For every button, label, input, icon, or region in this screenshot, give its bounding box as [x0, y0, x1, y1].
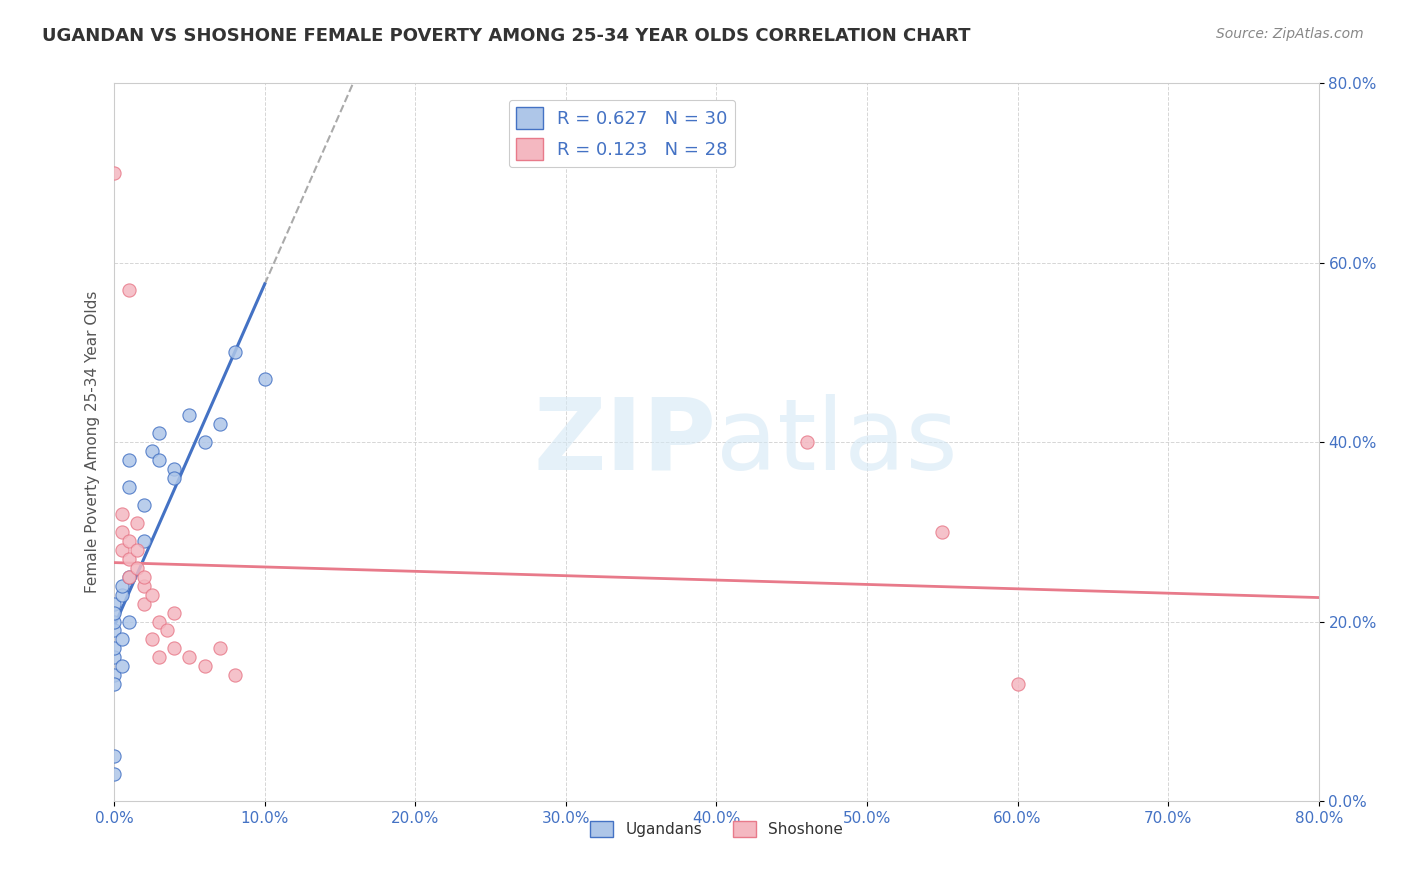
Point	[163, 462, 186, 476]
Point	[134, 597, 156, 611]
Legend: Ugandans, Shoshone: Ugandans, Shoshone	[583, 815, 849, 844]
Point	[141, 444, 163, 458]
Point	[931, 524, 953, 539]
Point	[118, 615, 141, 629]
Point	[179, 650, 201, 665]
Point	[111, 542, 134, 557]
Point	[111, 632, 134, 647]
Point	[156, 624, 179, 638]
Point	[193, 659, 215, 673]
Text: atlas: atlas	[717, 393, 957, 491]
Point	[134, 570, 156, 584]
Point	[103, 166, 125, 180]
Point	[111, 507, 134, 521]
Point	[208, 417, 231, 432]
Point	[111, 659, 134, 673]
Point	[134, 579, 156, 593]
Y-axis label: Female Poverty Among 25-34 Year Olds: Female Poverty Among 25-34 Year Olds	[86, 291, 100, 593]
Point	[125, 542, 148, 557]
Point	[118, 480, 141, 494]
Point	[103, 615, 125, 629]
Point	[118, 283, 141, 297]
Point	[193, 435, 215, 450]
Point	[111, 588, 134, 602]
Point	[148, 426, 170, 441]
Point	[103, 650, 125, 665]
Point	[163, 606, 186, 620]
Point	[118, 570, 141, 584]
Point	[163, 471, 186, 485]
Point	[253, 372, 276, 386]
Point	[111, 579, 134, 593]
Point	[103, 677, 125, 691]
Point	[208, 641, 231, 656]
Point	[148, 650, 170, 665]
Point	[141, 588, 163, 602]
Point	[103, 668, 125, 682]
Point	[103, 624, 125, 638]
Point	[125, 516, 148, 530]
Point	[224, 668, 246, 682]
Point	[118, 453, 141, 467]
Point	[118, 570, 141, 584]
Point	[118, 551, 141, 566]
Point	[179, 409, 201, 423]
Point	[796, 435, 818, 450]
Text: ZIP: ZIP	[534, 393, 717, 491]
Point	[134, 498, 156, 512]
Point	[103, 767, 125, 781]
Point	[111, 524, 134, 539]
Point	[103, 597, 125, 611]
Point	[103, 606, 125, 620]
Point	[118, 533, 141, 548]
Text: Source: ZipAtlas.com: Source: ZipAtlas.com	[1216, 27, 1364, 41]
Point	[125, 560, 148, 574]
Point	[1007, 677, 1029, 691]
Point	[141, 632, 163, 647]
Point	[148, 453, 170, 467]
Point	[148, 615, 170, 629]
Point	[163, 641, 186, 656]
Text: UGANDAN VS SHOSHONE FEMALE POVERTY AMONG 25-34 YEAR OLDS CORRELATION CHART: UGANDAN VS SHOSHONE FEMALE POVERTY AMONG…	[42, 27, 970, 45]
Point	[224, 345, 246, 359]
Point	[103, 749, 125, 764]
Point	[134, 533, 156, 548]
Point	[103, 641, 125, 656]
